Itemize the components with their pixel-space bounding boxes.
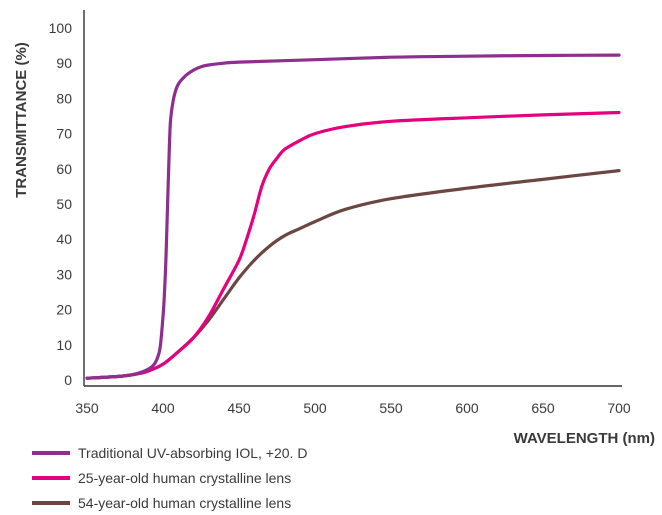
y-tick-label: 70	[56, 126, 72, 142]
y-tick-label: 10	[56, 337, 72, 353]
x-tick-label: 600	[455, 400, 479, 416]
x-tick-label: 400	[151, 400, 175, 416]
y-tick-label: 50	[56, 196, 72, 212]
legend-swatch-iol	[32, 450, 70, 455]
legend-label-54-year: 54-year-old human crystalline lens	[78, 494, 292, 511]
y-tick-label: 40	[56, 231, 72, 247]
legend-swatch-54-year	[32, 500, 70, 505]
legend-item-54-year: 54-year-old human crystalline lens	[32, 490, 307, 515]
legend-label-25-year: 25-year-old human crystalline lens	[78, 469, 292, 486]
series-line	[85, 110, 621, 380]
legend-label-iol: Traditional UV-absorbing IOL, +20. D	[78, 444, 308, 461]
y-tick-label: 60	[56, 161, 72, 177]
y-tick-labels: 0 10 20 30 40 50 60 70 80 90 100	[49, 20, 73, 388]
x-tick-label: 500	[303, 400, 327, 416]
x-tick-labels: 350 400 450 500 550 600 650 700	[75, 400, 631, 416]
y-tick-label: 90	[56, 55, 72, 71]
y-tick-label: 20	[56, 302, 72, 318]
x-tick-label: 700	[607, 400, 631, 416]
series-lines	[85, 53, 621, 380]
y-tick-label: 80	[56, 90, 72, 106]
legend: Traditional UV-absorbing IOL, +20. D 25-…	[32, 440, 307, 515]
x-tick-label: 350	[75, 400, 99, 416]
legend-swatch-25-year	[32, 475, 70, 480]
x-axis-title: WAVELENGTH (nm)	[514, 430, 655, 447]
series-line	[85, 53, 621, 380]
y-axis-title: TRANSMITTANCE (%)	[13, 42, 30, 198]
y-tick-label: 30	[56, 266, 72, 282]
y-tick-label: 100	[49, 20, 73, 36]
y-tick-label: 0	[64, 372, 72, 388]
legend-item-25-year: 25-year-old human crystalline lens	[32, 465, 307, 490]
legend-item-iol: Traditional UV-absorbing IOL, +20. D	[32, 440, 307, 465]
x-tick-label: 650	[531, 400, 555, 416]
x-tick-label: 450	[227, 400, 251, 416]
x-tick-label: 550	[379, 400, 403, 416]
